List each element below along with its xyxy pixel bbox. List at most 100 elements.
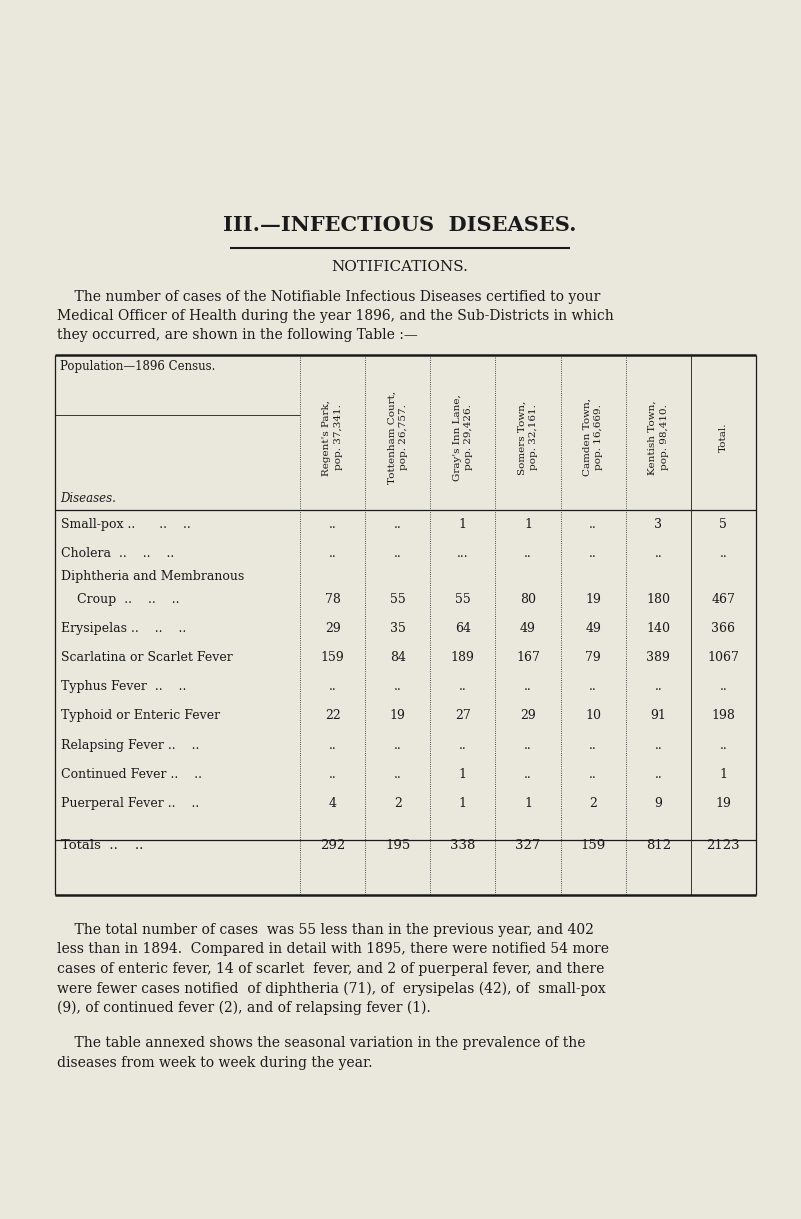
Text: Medical Officer of Health during the year 1896, and the Sub-Districts in which: Medical Officer of Health during the yea… — [57, 308, 614, 323]
Text: ..: .. — [524, 768, 532, 781]
Text: 55: 55 — [390, 592, 405, 606]
Text: ..: .. — [590, 680, 597, 694]
Text: Kentish Town,
pop. 98,410.: Kentish Town, pop. 98,410. — [648, 400, 669, 475]
Text: Typhoid or Enteric Fever: Typhoid or Enteric Fever — [61, 709, 220, 723]
Text: (9), of continued fever (2), and of relapsing fever (1).: (9), of continued fever (2), and of rela… — [57, 1001, 431, 1015]
Text: NOTIFICATIONS.: NOTIFICATIONS. — [332, 260, 469, 274]
Text: ..: .. — [719, 680, 727, 694]
Text: The table annexed shows the seasonal variation in the prevalence of the: The table annexed shows the seasonal var… — [57, 1036, 586, 1051]
Text: ..: .. — [524, 547, 532, 561]
Text: ..: .. — [719, 739, 727, 752]
Text: 84: 84 — [390, 651, 406, 664]
Text: Total.: Total. — [719, 423, 728, 452]
Text: ..: .. — [328, 680, 336, 694]
Text: III.—INFECTIOUS  DISEASES.: III.—INFECTIOUS DISEASES. — [223, 215, 577, 235]
Text: 180: 180 — [646, 592, 670, 606]
Text: 1: 1 — [459, 518, 467, 531]
Text: Regent's Park,
pop. 37,341.: Regent's Park, pop. 37,341. — [322, 400, 343, 475]
Text: The total number of cases  was 55 less than in the previous year, and 402: The total number of cases was 55 less th… — [57, 923, 594, 937]
Text: ..: .. — [590, 739, 597, 752]
Text: Population—1896 Census.: Population—1896 Census. — [60, 360, 215, 373]
Text: 91: 91 — [650, 709, 666, 723]
Text: 79: 79 — [586, 651, 601, 664]
Text: diseases from week to week during the year.: diseases from week to week during the ye… — [57, 1056, 372, 1070]
Text: 29: 29 — [324, 622, 340, 635]
Text: 389: 389 — [646, 651, 670, 664]
Text: Diphtheria and Membranous: Diphtheria and Membranous — [61, 570, 244, 583]
Text: 1: 1 — [719, 768, 727, 781]
Text: 467: 467 — [711, 592, 735, 606]
Text: 292: 292 — [320, 839, 345, 852]
Text: ..: .. — [328, 739, 336, 752]
Text: Gray's Inn Lane,
pop. 29,426.: Gray's Inn Lane, pop. 29,426. — [453, 394, 473, 480]
Text: 1067: 1067 — [707, 651, 739, 664]
Text: 2123: 2123 — [706, 839, 740, 852]
Text: ..: .. — [459, 680, 467, 694]
Text: ..: .. — [394, 518, 401, 531]
Text: Diseases.: Diseases. — [60, 492, 116, 505]
Text: ..: .. — [394, 739, 401, 752]
Text: ..: .. — [328, 518, 336, 531]
Text: 29: 29 — [520, 709, 536, 723]
Text: ..: .. — [654, 739, 662, 752]
Text: 5: 5 — [719, 518, 727, 531]
Text: they occurred, are shown in the following Table :—: they occurred, are shown in the followin… — [57, 328, 418, 343]
Text: 198: 198 — [711, 709, 735, 723]
Text: less than in 1894.  Compared in detail with 1895, there were notified 54 more: less than in 1894. Compared in detail wi… — [57, 942, 609, 957]
Text: ..: .. — [459, 739, 467, 752]
Text: ..: .. — [654, 547, 662, 561]
Text: 35: 35 — [390, 622, 405, 635]
Text: 1: 1 — [459, 768, 467, 781]
Text: 1: 1 — [459, 797, 467, 809]
Text: 2: 2 — [394, 797, 401, 809]
Text: ..: .. — [654, 768, 662, 781]
Text: 9: 9 — [654, 797, 662, 809]
Text: ...: ... — [457, 547, 469, 561]
Text: Continued Fever ..    ..: Continued Fever .. .. — [61, 768, 202, 781]
Text: 64: 64 — [455, 622, 471, 635]
Text: ..: .. — [524, 680, 532, 694]
Text: ..: .. — [719, 547, 727, 561]
Text: 140: 140 — [646, 622, 670, 635]
Text: 19: 19 — [390, 709, 405, 723]
Text: 27: 27 — [455, 709, 471, 723]
Text: 189: 189 — [451, 651, 475, 664]
Text: ..: .. — [590, 518, 597, 531]
Text: 78: 78 — [324, 592, 340, 606]
Text: Tottenham Court,
pop. 26,757.: Tottenham Court, pop. 26,757. — [388, 391, 408, 484]
Text: Small-pox ..      ..    ..: Small-pox .. .. .. — [61, 518, 191, 531]
Text: ..: .. — [394, 547, 401, 561]
Text: 159: 159 — [320, 651, 344, 664]
Text: 55: 55 — [455, 592, 471, 606]
Text: 2: 2 — [590, 797, 597, 809]
Text: Somers Town,
pop. 32,161.: Somers Town, pop. 32,161. — [517, 400, 538, 474]
Text: ..: .. — [328, 547, 336, 561]
Text: Croup  ..    ..    ..: Croup .. .. .. — [61, 592, 179, 606]
Text: 49: 49 — [586, 622, 601, 635]
Text: Cholera  ..    ..    ..: Cholera .. .. .. — [61, 547, 175, 561]
Text: 22: 22 — [324, 709, 340, 723]
Text: ..: .. — [524, 739, 532, 752]
Text: The number of cases of the Notifiable Infectious Diseases certified to your: The number of cases of the Notifiable In… — [57, 290, 601, 304]
Text: 338: 338 — [450, 839, 476, 852]
Text: 4: 4 — [328, 797, 336, 809]
Text: 167: 167 — [516, 651, 540, 664]
Text: ..: .. — [394, 768, 401, 781]
Text: ..: .. — [654, 680, 662, 694]
Text: ..: .. — [328, 768, 336, 781]
Text: Puerperal Fever ..    ..: Puerperal Fever .. .. — [61, 797, 199, 809]
Text: cases of enteric fever, 14 of scarlet  fever, and 2 of puerperal fever, and ther: cases of enteric fever, 14 of scarlet fe… — [57, 962, 605, 976]
Text: ..: .. — [590, 768, 597, 781]
Text: 812: 812 — [646, 839, 671, 852]
Text: 159: 159 — [581, 839, 606, 852]
Text: Erysipelas ..    ..    ..: Erysipelas .. .. .. — [61, 622, 187, 635]
Text: Camden Town,
pop. 16,669.: Camden Town, pop. 16,669. — [583, 399, 603, 477]
Text: 366: 366 — [711, 622, 735, 635]
Text: ..: .. — [394, 680, 401, 694]
Text: 19: 19 — [715, 797, 731, 809]
Text: 195: 195 — [385, 839, 410, 852]
Text: 80: 80 — [520, 592, 536, 606]
Text: 49: 49 — [520, 622, 536, 635]
Text: Scarlatina or Scarlet Fever: Scarlatina or Scarlet Fever — [61, 651, 233, 664]
Text: 1: 1 — [524, 797, 532, 809]
